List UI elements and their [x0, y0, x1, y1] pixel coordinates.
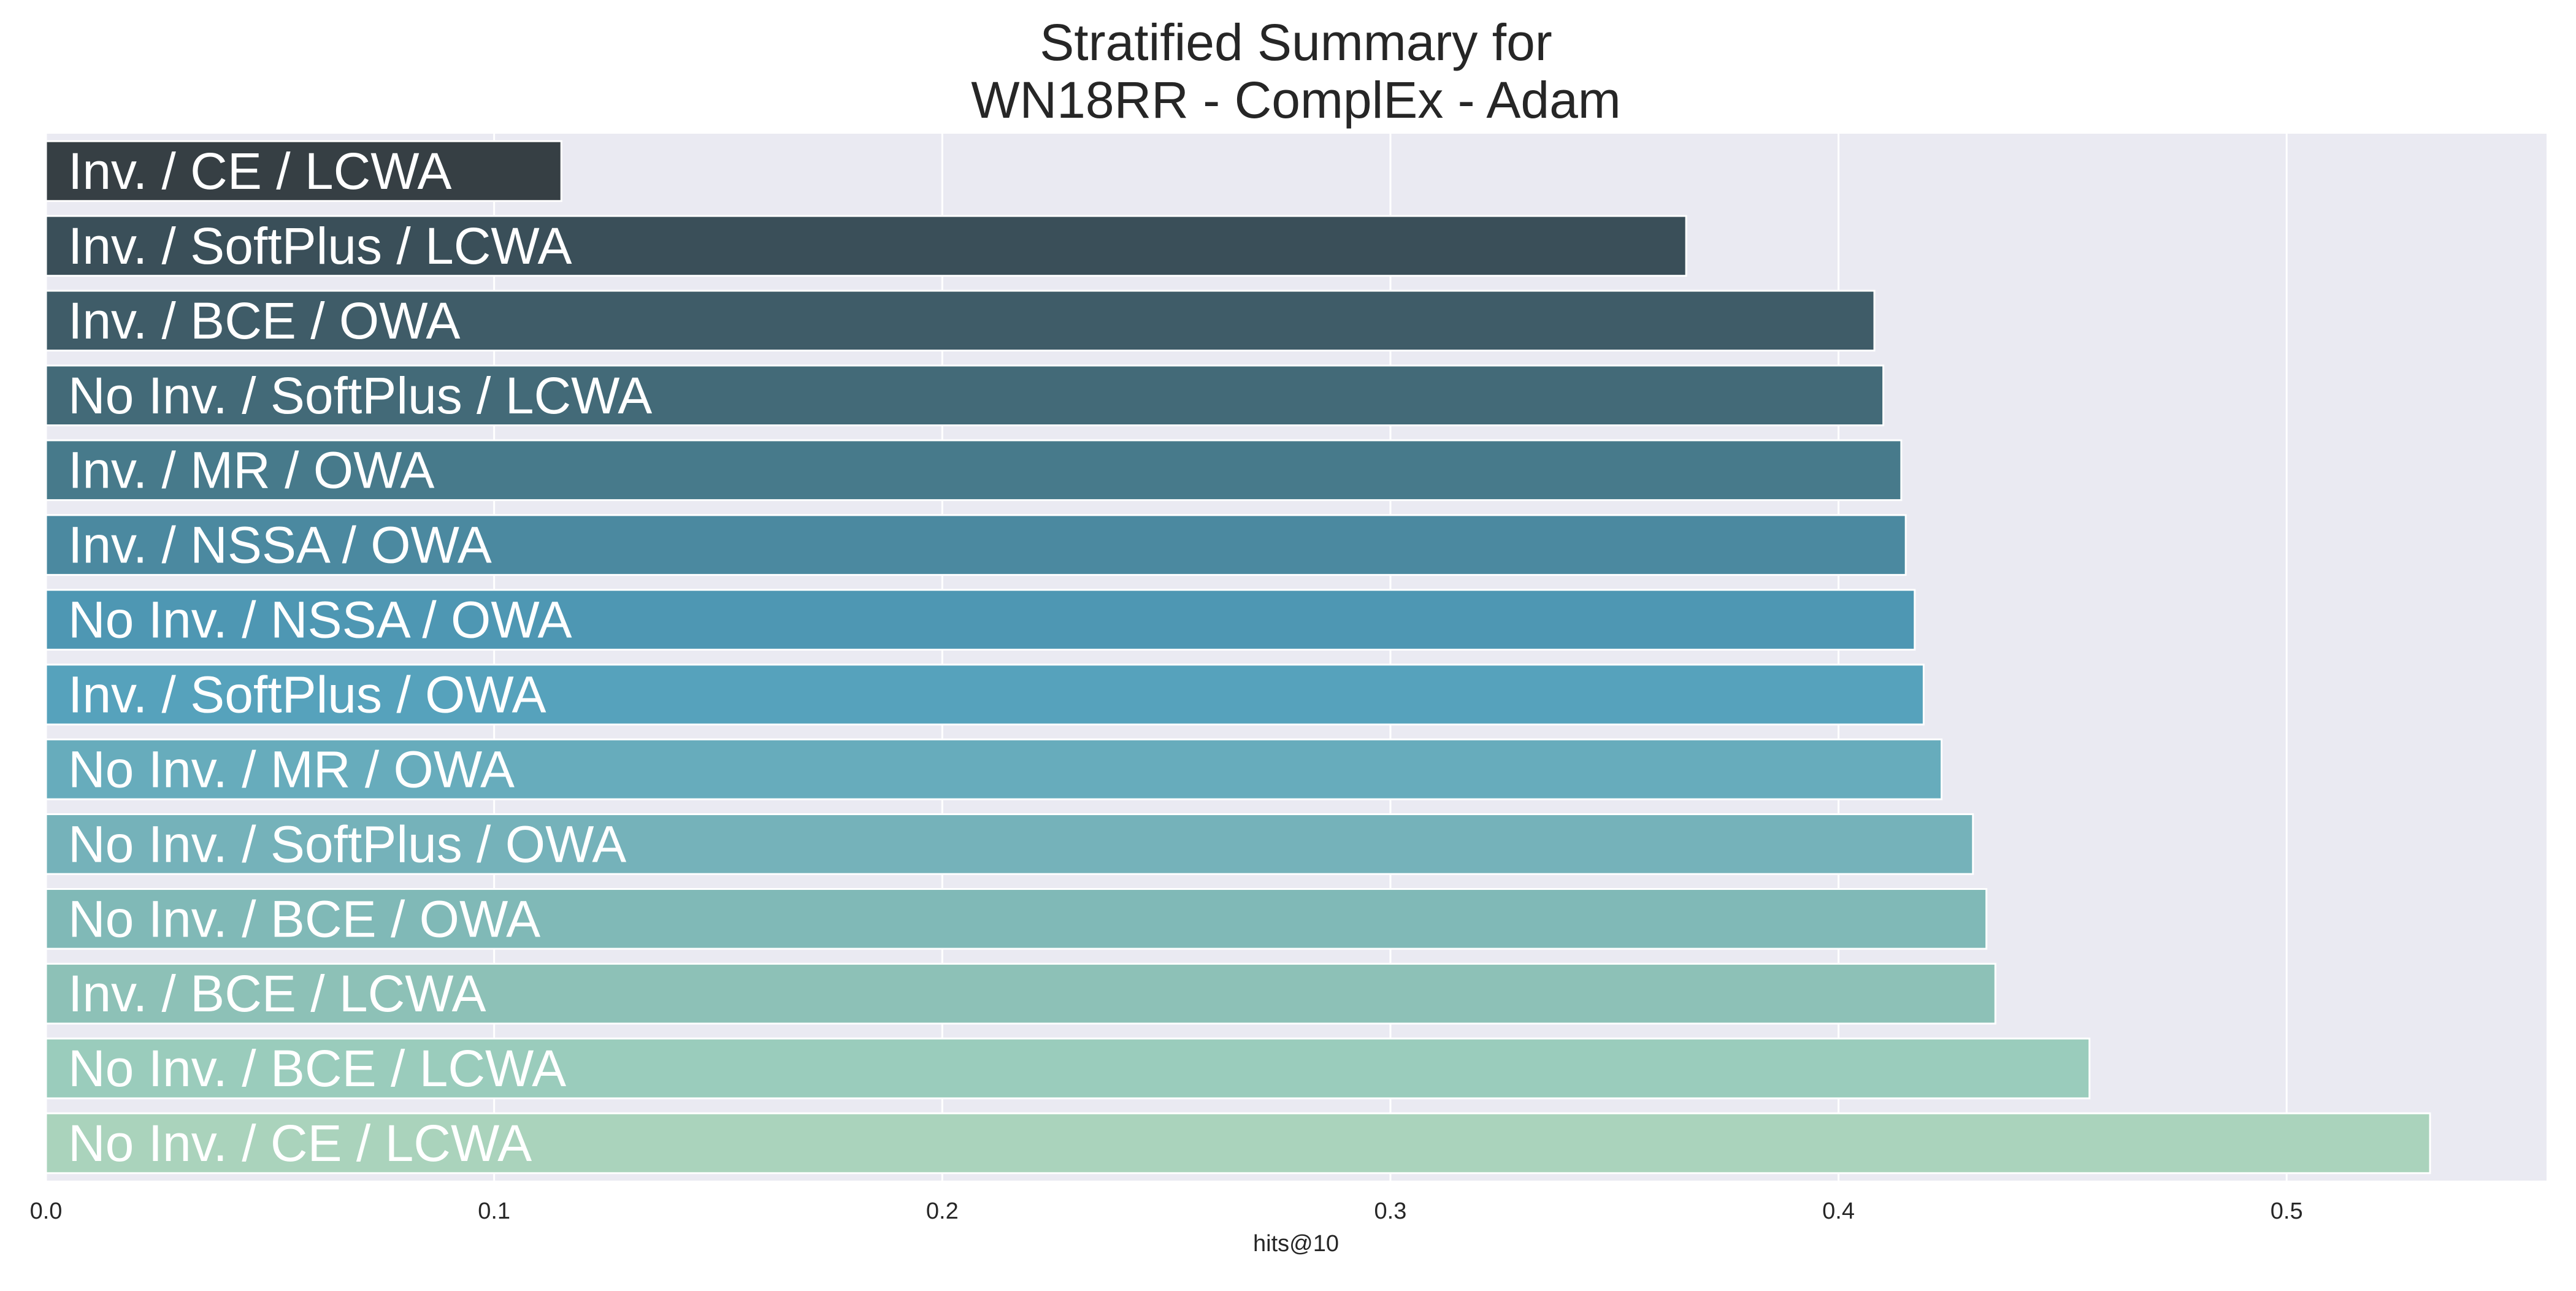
bar [45, 140, 562, 202]
bar [45, 962, 1996, 1025]
bar [45, 439, 1903, 501]
chart-title-line-2: WN18RR - ComplEx - Adam [971, 71, 1621, 129]
bar-label: Inv. / SoftPlus / LCWA [68, 217, 572, 275]
bar-label: No Inv. / CE / LCWA [68, 1114, 532, 1172]
bar [45, 664, 1925, 726]
x-tick-label: 0.4 [1822, 1198, 1855, 1224]
bar-label: Inv. / BCE / LCWA [68, 965, 486, 1022]
bar-label: No Inv. / SoftPlus / LCWA [68, 367, 652, 424]
bar-label: No Inv. / MR / OWA [68, 740, 515, 798]
bar-label: No Inv. / NSSA / OWA [68, 591, 572, 649]
x-tick-label: 0.0 [30, 1198, 63, 1224]
bar-label: Inv. / BCE / OWA [68, 292, 460, 350]
bar-label: Inv. / NSSA / OWA [68, 516, 492, 574]
bar-label: No Inv. / BCE / LCWA [68, 1040, 566, 1097]
x-tick-label: 0.5 [2271, 1198, 2303, 1224]
bar-label: Inv. / CE / LCWA [68, 142, 451, 200]
bar-label: No Inv. / BCE / OWA [68, 890, 540, 948]
bar [45, 1112, 2431, 1174]
bar-label: Inv. / SoftPlus / OWA [68, 665, 546, 723]
bar [45, 1037, 2091, 1100]
bar [45, 364, 1885, 427]
bar-label: Inv. / MR / OWA [68, 442, 434, 499]
bar [45, 589, 1916, 651]
bar [45, 514, 1907, 576]
chart-title-line-1: Stratified Summary for [1040, 13, 1552, 71]
x-tick-label: 0.2 [926, 1198, 959, 1224]
bar-label: No Inv. / SoftPlus / OWA [68, 815, 626, 873]
bar [45, 738, 1943, 800]
bar [45, 887, 1988, 950]
bar [45, 289, 1876, 352]
bar [45, 813, 1974, 875]
bars: Inv. / CE / LCWA Inv. / SoftPlus / LCWA In… [45, 140, 2431, 1174]
x-axis-label: hits@10 [1253, 1231, 1339, 1257]
x-axis-ticks: 0.0 0.1 0.2 0.3 0.4 0.5 [30, 1198, 2303, 1224]
bar [45, 215, 1687, 277]
x-tick-label: 0.1 [478, 1198, 510, 1224]
x-tick-label: 0.3 [1374, 1198, 1407, 1224]
